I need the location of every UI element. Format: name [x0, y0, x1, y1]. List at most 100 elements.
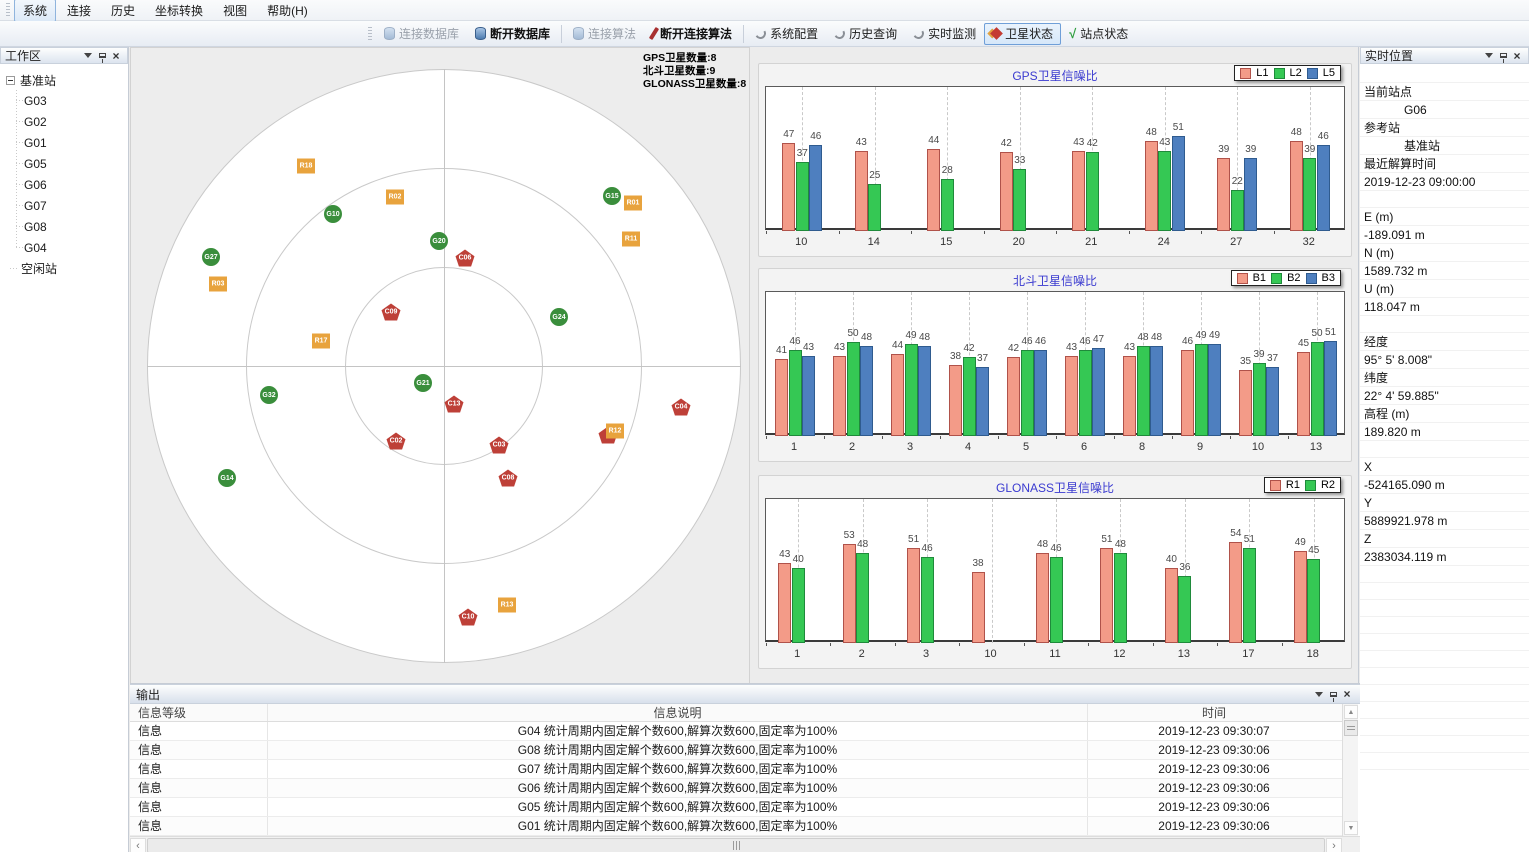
- bar-B1-6: [1065, 356, 1078, 436]
- realtime-value: 1589.732 m: [1360, 262, 1529, 280]
- toolbar-button-7[interactable]: 实时监测: [905, 23, 984, 45]
- tree-station-G02[interactable]: G02: [6, 111, 126, 132]
- x-axis-tick: [1023, 643, 1025, 646]
- bar-value-label: 37: [1266, 353, 1279, 364]
- bar-value-label: 46: [810, 131, 822, 142]
- bar-B3-9: [1208, 344, 1221, 436]
- output-vertical-scrollbar[interactable]: ▲ ▼: [1342, 704, 1358, 836]
- realtime-title: 实时位置: [1365, 49, 1414, 63]
- x-axis-label-17: 17: [1242, 648, 1255, 660]
- satellite-marker-G24: G24: [550, 308, 568, 326]
- satellite-marker-G15: G15: [603, 187, 621, 205]
- output-column-header-1[interactable]: 信息等级: [130, 704, 268, 721]
- output-row-5[interactable]: 信息 G05 统计周期内固定解个数600,解算次数600,固定率为100% 2019…: [130, 798, 1342, 817]
- workspace-title: 工作区: [5, 49, 42, 63]
- menu-item-6[interactable]: 帮助(H): [267, 3, 308, 18]
- bar-B3-13: [1324, 341, 1337, 436]
- tree-station-G06[interactable]: G06: [6, 174, 126, 195]
- scroll-down-button[interactable]: ▼: [1344, 821, 1358, 835]
- realtime-spacer: [1360, 617, 1529, 634]
- toolbar-button-9[interactable]: √ 站点状态: [1061, 23, 1136, 45]
- realtime-spacer: [1360, 668, 1529, 685]
- chart-card-3: GLONASS卫星信噪比 R1 R2 43 40 53 48 51 46 38 48 46 51 48 40…: [758, 475, 1352, 669]
- panel-close-button[interactable]: ×: [109, 49, 123, 62]
- bar-B1-1: [775, 359, 788, 436]
- tree-station-G04[interactable]: G04: [6, 237, 126, 258]
- scroll-right-button[interactable]: ›: [1326, 838, 1342, 852]
- bar-B3-1: [802, 356, 815, 436]
- bar-B3-6: [1092, 348, 1105, 436]
- toolbar-button-6[interactable]: 历史查询: [826, 23, 905, 45]
- bar-value-label: 35: [1239, 356, 1252, 367]
- x-axis-label-12: 12: [1113, 648, 1126, 660]
- toolbar-button-5[interactable]: 系统配置: [747, 23, 826, 45]
- x-axis-label-13: 13: [1309, 441, 1323, 453]
- output-cell-message: G04 统计周期内固定解个数600,解算次数600,固定率为100%: [268, 722, 1088, 740]
- satellite-marker-C13: C13: [444, 395, 464, 413]
- panel-menu-button[interactable]: [1482, 49, 1496, 62]
- output-row-4[interactable]: 信息 G06 统计周期内固定解个数600,解算次数600,固定率为100% 2019…: [130, 779, 1342, 798]
- x-axis-label-9: 9: [1196, 441, 1204, 453]
- chart-gridline: [1019, 87, 1021, 231]
- tree-station-G05[interactable]: G05: [6, 153, 126, 174]
- x-axis-tick: [766, 436, 767, 439]
- panel-menu-button[interactable]: [81, 49, 95, 62]
- bar-value-label: 50: [1311, 328, 1323, 339]
- menu-item-3[interactable]: 历史: [111, 3, 136, 18]
- output-row-6[interactable]: 信息 G01 统计周期内固定解个数600,解算次数600,固定率为100% 2019…: [130, 817, 1342, 836]
- tree-station-G07[interactable]: G07: [6, 195, 126, 216]
- panel-pin-button[interactable]: [1326, 688, 1340, 702]
- vertical-scroll-thumb[interactable]: [1344, 720, 1358, 736]
- panel-menu-button[interactable]: [1312, 688, 1326, 701]
- bar-R2-11: [1049, 557, 1063, 643]
- thumb-grip-icon: [732, 841, 740, 850]
- bar-value-label: 51: [908, 534, 920, 545]
- tree-station-G01[interactable]: G01: [6, 132, 126, 153]
- toolbar-button-2[interactable]: 断开数据库: [467, 23, 558, 45]
- horizontal-scroll-thumb[interactable]: [147, 838, 1325, 852]
- bar-L2-32: [1303, 158, 1317, 231]
- realtime-value: 2383034.119 m: [1360, 548, 1529, 566]
- panel-close-button[interactable]: ×: [1340, 688, 1354, 701]
- x-axis-tick: [766, 643, 767, 646]
- menu-item-5[interactable]: 视图: [223, 3, 248, 18]
- bar-value-label: 51: [1172, 122, 1184, 133]
- output-row-3[interactable]: 信息 G07 统计周期内固定解个数600,解算次数600,固定率为100% 2019…: [130, 760, 1342, 779]
- bar-B1-10: [1239, 370, 1252, 436]
- bar-B2-5: [1020, 350, 1034, 436]
- satellite-marker-C02: C02: [386, 432, 406, 450]
- output-horizontal-scrollbar[interactable]: ‹ ›: [130, 836, 1360, 852]
- menu-item-2[interactable]: 连接: [67, 3, 92, 18]
- output-column-header-2[interactable]: 信息说明: [268, 704, 1088, 721]
- satellite-marker-R18: R18: [297, 158, 315, 174]
- bar-R1-17: [1229, 542, 1243, 643]
- tree-station-G03[interactable]: G03: [6, 90, 126, 111]
- bar-B2-13: [1310, 342, 1324, 436]
- output-column-header-3[interactable]: 时间: [1201, 706, 1226, 720]
- output-row-2[interactable]: 信息 G08 统计周期内固定解个数600,解算次数600,固定率为100% 2019…: [130, 741, 1342, 760]
- bar-value-label: 48: [918, 332, 931, 343]
- toolbar-button-4[interactable]: 断开连接算法: [644, 23, 740, 45]
- output-row-1[interactable]: 信息 G04 统计周期内固定解个数600,解算次数600,固定率为100% 2019…: [130, 722, 1342, 741]
- satellite-marker-C08: C08: [498, 469, 518, 487]
- tree-station-G08[interactable]: G08: [6, 216, 126, 237]
- scrollbar-corner: [1342, 837, 1360, 852]
- scroll-up-button[interactable]: ▲: [1344, 705, 1358, 719]
- realtime-spacer: [1360, 634, 1529, 651]
- menu-item-1[interactable]: 系统: [14, 0, 57, 22]
- tree-expander-icon[interactable]: [6, 75, 15, 85]
- tree-node-base-stations[interactable]: 基准站: [6, 70, 126, 90]
- bar-value-label: 46: [1079, 336, 1091, 347]
- panel-pin-button[interactable]: [95, 49, 109, 63]
- satellite-marker-C09: C09: [381, 303, 401, 321]
- realtime-value: 5889921.978 m: [1360, 512, 1529, 530]
- panel-pin-button[interactable]: [1496, 49, 1510, 63]
- tree-node-idle-stations[interactable]: 空闲站: [6, 258, 126, 279]
- realtime-label: E (m): [1360, 208, 1529, 226]
- menu-item-4[interactable]: 坐标转换: [155, 3, 204, 18]
- panel-close-button[interactable]: ×: [1510, 49, 1524, 62]
- toolbar-button-8[interactable]: 卫星状态: [984, 22, 1062, 45]
- x-axis-label-4: 4: [964, 441, 972, 453]
- scroll-left-button[interactable]: ‹: [130, 838, 146, 852]
- bar-R2-12: [1113, 553, 1127, 643]
